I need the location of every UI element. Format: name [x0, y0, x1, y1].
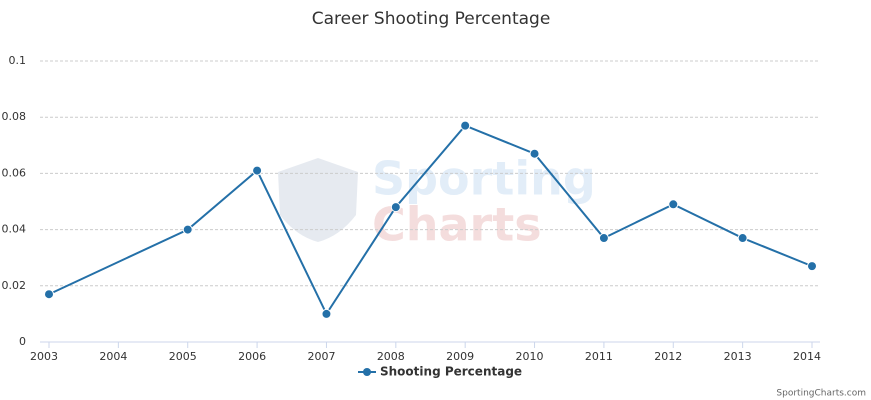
x-tick-label: 2006: [238, 350, 266, 363]
x-tick-label: 2004: [99, 350, 127, 363]
point: [668, 199, 679, 210]
y-tick-label: 0.04: [2, 223, 27, 236]
x-tick-label: 2012: [654, 350, 682, 363]
point: [182, 224, 193, 235]
legend-label: Shooting Percentage: [380, 365, 522, 379]
y-tick-label: 0: [19, 335, 26, 348]
watermark-shield: [278, 158, 358, 242]
x-tick-label: 2005: [169, 350, 197, 363]
x-tick-label: 2008: [377, 350, 405, 363]
x-tick-label: 2007: [307, 350, 335, 363]
x-tick-label: 2003: [30, 350, 58, 363]
point: [737, 233, 748, 244]
point: [598, 233, 609, 244]
point: [390, 202, 401, 213]
point: [529, 148, 540, 159]
chart-title: Career Shooting Percentage: [312, 9, 551, 29]
x-tick-label: 2011: [585, 350, 613, 363]
y-tick-label: 0.02: [2, 279, 27, 292]
point: [807, 261, 817, 272]
x-tick-label: 2009: [446, 350, 474, 363]
credits: SportingCharts.com: [776, 389, 866, 399]
x-tick-label: 2010: [516, 350, 544, 363]
point: [321, 308, 332, 319]
legend-marker: [363, 368, 371, 376]
y-tick-label: 0.08: [2, 110, 27, 123]
y-tick-label: 0.1: [9, 54, 27, 67]
x-tick-label: 2014: [793, 350, 821, 363]
watermark: Sporting Charts: [278, 152, 596, 252]
watermark-text: Sporting: [372, 152, 596, 206]
x-tick-label: 2013: [724, 350, 752, 363]
y-tick-label: 0.06: [2, 166, 27, 179]
point: [252, 165, 263, 176]
point: [460, 120, 471, 131]
point: [44, 289, 54, 300]
